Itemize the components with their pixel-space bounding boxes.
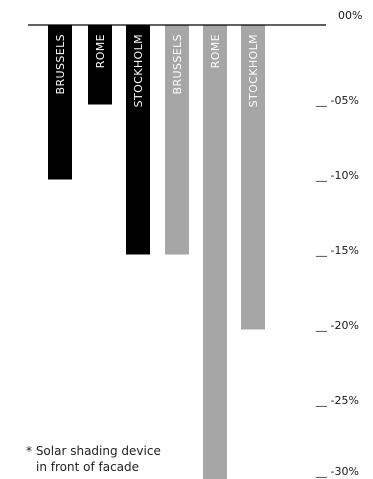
footnote-line-1: * Solar shading device	[26, 444, 161, 458]
y-tick-label: __ -30%	[315, 465, 359, 478]
y-tick-label: __ -20%	[315, 319, 359, 332]
bar-4	[165, 25, 189, 255]
y-tick-label: 00%	[338, 9, 362, 22]
y-tick-label: __ -15%	[315, 244, 359, 257]
y-axis-ticks: 00% __ -05% __ -10% __ -15% __ -20% __ -25% __…	[315, 9, 362, 478]
y-tick-label: __ -10%	[315, 169, 359, 182]
bar-labels-group: BRUSSELS ROME STOCKHOLM BRUSSELS ROME STOCKHO…	[54, 34, 260, 107]
y-tick-label: __ -25%	[315, 394, 359, 407]
bar-label-1: BRUSSELS	[54, 34, 67, 94]
bar-label-3: STOCKHOLM	[132, 34, 145, 107]
y-tick-label: __ -05%	[315, 94, 359, 107]
bar-label-5: ROME	[209, 34, 222, 68]
bar-label-4: BRUSSELS	[171, 34, 184, 94]
bar-5	[203, 25, 227, 479]
bar-label-2: ROME	[94, 34, 107, 68]
bar-3	[126, 25, 150, 255]
bar-label-6: STOCKHOLM	[247, 34, 260, 107]
footnote-line-2: in front of facade	[36, 460, 139, 474]
bars-group	[48, 25, 265, 479]
bar-6	[241, 25, 265, 330]
bar-2	[88, 25, 112, 105]
bar-1	[48, 25, 72, 180]
footnote: * Solar shading device in front of facad…	[26, 444, 161, 474]
